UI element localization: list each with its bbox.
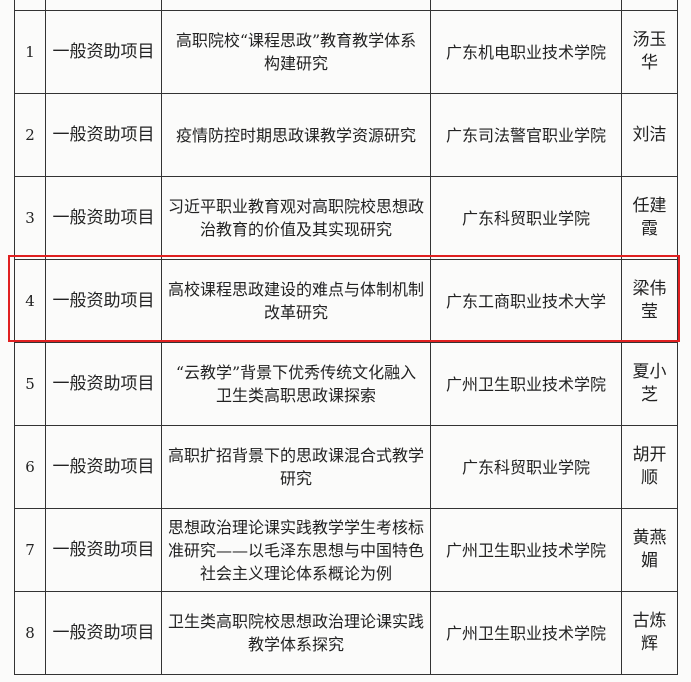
- row-number: 8: [14, 591, 46, 675]
- project-type: 一般资助项目: [45, 93, 162, 177]
- table-row: 4 一般资助项目 高校课程思政建设的难点与体制机制改革研究 广东工商职业技术大学 梁伟莹: [14, 259, 678, 343]
- project-title: 高职扩招背景下的思政课混合式教学研究: [161, 425, 431, 509]
- project-type: 一般资助项目: [45, 508, 162, 592]
- project-table: 1 一般资助项目 高职院校“课程思政”教育教学体系构建研究 广东机电职业技术学院 汤玉华…: [14, 0, 678, 675]
- project-title: 高校课程思政建设的难点与体制机制改革研究: [161, 259, 431, 343]
- project-title: 疫情防控时期思政课教学资源研究: [161, 93, 431, 177]
- project-type: 一般资助项目: [45, 176, 162, 260]
- leader-name: 梁伟莹: [621, 259, 678, 343]
- project-title: 卫生类高职院校思想政治理论课实践教学体系探究: [161, 591, 431, 675]
- leader-name: 刘洁: [621, 93, 678, 177]
- project-title: “云教学”背景下优秀传统文化融入卫生类高职思政课探索: [161, 342, 431, 426]
- project-title: 习近平职业教育观对高职院校思想政治教育的价值及其实现研究: [161, 176, 431, 260]
- table-row: 6 一般资助项目 高职扩招背景下的思政课混合式教学研究 广东科贸职业学院 胡开顺: [14, 425, 678, 509]
- table-row: 3 一般资助项目 习近平职业教育观对高职院校思想政治教育的价值及其实现研究 广东科贸职…: [14, 176, 678, 260]
- project-title: 思想政治理论课实践教学学生考核标准研究——以毛泽东思想与中国特色社会主义理论体系…: [161, 508, 431, 592]
- institution: 广东机电职业技术学院: [430, 10, 622, 94]
- leader-name: 任建霞: [621, 176, 678, 260]
- leader-name: 古炼辉: [621, 591, 678, 675]
- table-row: 5 一般资助项目 “云教学”背景下优秀传统文化融入卫生类高职思政课探索 广州卫生职业技…: [14, 342, 678, 426]
- project-type: 一般资助项目: [45, 342, 162, 426]
- row-number: 5: [14, 342, 46, 426]
- leader-name: 汤玉华: [621, 10, 678, 94]
- project-type: 一般资助项目: [45, 591, 162, 675]
- institution: 广州卫生职业技术学院: [430, 508, 622, 592]
- leader-name: 黄燕媚: [621, 508, 678, 592]
- institution: 广东科贸职业学院: [430, 425, 622, 509]
- table-row: 8 一般资助项目 卫生类高职院校思想政治理论课实践教学体系探究 广州卫生职业技术学院古…: [14, 591, 678, 675]
- institution: 广州卫生职业技术学院: [430, 591, 622, 675]
- row-number: 4: [14, 259, 46, 343]
- project-title: 高职院校“课程思政”教育教学体系构建研究: [161, 10, 431, 94]
- project-type: 一般资助项目: [45, 425, 162, 509]
- table-row-partial: [14, 0, 678, 11]
- row-number: 3: [14, 176, 46, 260]
- row-number: 2: [14, 93, 46, 177]
- institution: 广州卫生职业技术学院: [430, 342, 622, 426]
- institution: 广东工商职业技术大学: [430, 259, 622, 343]
- row-number: 6: [14, 425, 46, 509]
- leader-name: 胡开顺: [621, 425, 678, 509]
- project-type: 一般资助项目: [45, 259, 162, 343]
- leader-name: 夏小芝: [621, 342, 678, 426]
- table-row: 1 一般资助项目 高职院校“课程思政”教育教学体系构建研究 广东机电职业技术学院 汤玉华: [14, 10, 678, 94]
- table-row: 2 一般资助项目 疫情防控时期思政课教学资源研究 广东司法警官职业学院 刘洁: [14, 93, 678, 177]
- institution: 广东科贸职业学院: [430, 176, 622, 260]
- row-number: 7: [14, 508, 46, 592]
- institution: 广东司法警官职业学院: [430, 93, 622, 177]
- row-number: 1: [14, 10, 46, 94]
- project-type: 一般资助项目: [45, 10, 162, 94]
- table-row: 7 一般资助项目 思想政治理论课实践教学学生考核标准研究——以毛泽东思想与中国特色社…: [14, 508, 678, 592]
